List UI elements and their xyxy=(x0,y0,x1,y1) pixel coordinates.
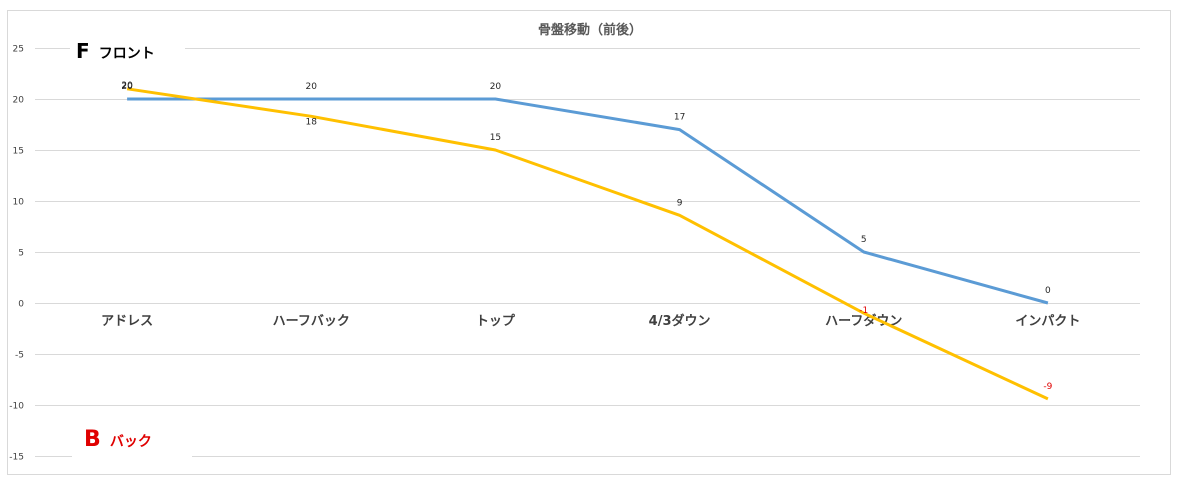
category-labels: アドレス ハーフバック トップ 4/3ダウン ハーフダウン インパクト xyxy=(101,313,1080,329)
back-text: バック xyxy=(110,434,152,450)
data-label: 20 xyxy=(121,81,133,91)
y-axis-ticks: 25 20 15 10 5 0 -5 -10 -15 xyxy=(9,45,24,463)
back-letter: B xyxy=(84,427,101,452)
y-tick-label: 10 xyxy=(13,198,25,208)
y-tick-label: -15 xyxy=(9,453,24,463)
category-label: インパクト xyxy=(1015,314,1080,329)
back-annotation-bg xyxy=(72,418,192,460)
y-tick-label: 15 xyxy=(13,147,24,157)
data-label: 0 xyxy=(1045,286,1051,296)
chart-title: 骨盤移動（前後） xyxy=(538,22,642,38)
category-label: ハーフバック xyxy=(273,314,350,329)
y-tick-label: 20 xyxy=(13,96,25,106)
data-label: 15 xyxy=(490,133,501,143)
y-tick-label: 5 xyxy=(18,249,24,259)
category-label: ハーフダウン xyxy=(825,313,902,329)
series-line-2 xyxy=(126,87,1049,401)
category-label: トップ xyxy=(476,314,516,329)
category-label: 4/3ダウン xyxy=(649,313,711,329)
data-label: 5 xyxy=(861,235,867,245)
category-label: アドレス xyxy=(101,314,153,329)
y-tick-label: 25 xyxy=(13,45,24,55)
front-text: フロント xyxy=(99,46,155,62)
series-line-1 xyxy=(127,97,1049,305)
y-tick-label: -10 xyxy=(9,402,24,412)
y-tick-label: -5 xyxy=(15,351,24,361)
data-label: 20 xyxy=(306,82,318,92)
data-label: 20 xyxy=(490,82,502,92)
front-annotation-bg xyxy=(70,36,185,64)
y-tick-label: 0 xyxy=(18,300,24,310)
front-annotation: F フロント xyxy=(76,39,155,63)
data-label: 17 xyxy=(674,113,685,123)
data-label: -1 xyxy=(859,306,868,316)
series-lines xyxy=(126,87,1049,401)
data-label: 18 xyxy=(306,117,318,127)
data-label: 9 xyxy=(677,198,683,208)
chart-border xyxy=(7,10,1171,475)
data-label: 20 xyxy=(121,82,133,92)
back-annotation: B バック xyxy=(84,427,152,452)
front-letter: F xyxy=(76,39,90,63)
data-label: -9 xyxy=(1043,382,1052,392)
